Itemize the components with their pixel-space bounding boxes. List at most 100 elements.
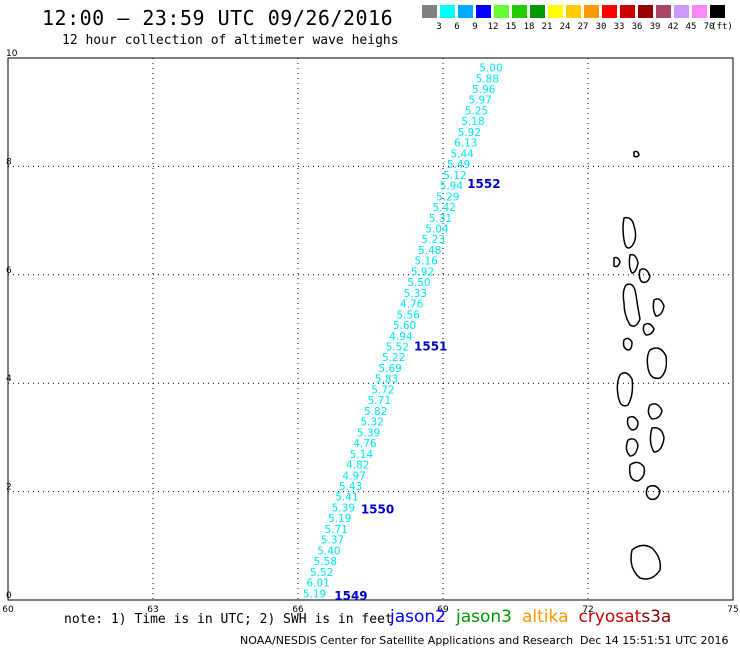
pass-time-label: 1552 bbox=[467, 177, 500, 191]
swh-value-label: 5.29 bbox=[436, 191, 459, 203]
swh-value-label: 5.37 bbox=[321, 535, 344, 547]
legend-swatch bbox=[691, 4, 708, 19]
swh-value-label: 5.44 bbox=[450, 148, 474, 160]
swh-value-label: 5.04 bbox=[425, 223, 449, 235]
color-legend-labels: 3 6 9 12 15 18 21 24 27 30 33 36 39 42 45 70 (ft) bbox=[421, 22, 740, 34]
swh-value-label: 5.69 bbox=[378, 363, 401, 375]
swh-value-label: 5.31 bbox=[429, 213, 452, 225]
y-tick-label: 4 bbox=[6, 374, 12, 384]
swh-value-label: 4.97 bbox=[342, 470, 365, 482]
legend-swatch bbox=[457, 4, 474, 19]
legend-swatch bbox=[619, 4, 636, 19]
swh-value-label: 5.19 bbox=[328, 513, 351, 525]
timestamp-text: Dec 14 15:51:51 UTC 2016 bbox=[580, 634, 729, 647]
swh-value-label: 4.76 bbox=[353, 438, 377, 450]
swh-value-label: 5.00 bbox=[479, 63, 502, 75]
map-title: 12:00 – 23:59 UTC 09/26/2016 bbox=[42, 6, 394, 30]
y-tick-label: 8 bbox=[6, 157, 12, 167]
x-tick-label: 66 bbox=[292, 605, 304, 615]
y-tick-label: 2 bbox=[6, 483, 12, 493]
legend-swatch bbox=[475, 4, 492, 19]
legend-label: 30 bbox=[595, 22, 607, 32]
legend-label: 36 bbox=[631, 22, 643, 32]
swh-value-label: 5.33 bbox=[404, 288, 427, 300]
swh-value-label: 5.92 bbox=[411, 266, 434, 278]
swh-value-label: 5.50 bbox=[407, 277, 430, 289]
legend-label: 18 bbox=[523, 22, 535, 32]
swh-value-label: 5.82 bbox=[364, 406, 387, 418]
island-outline bbox=[613, 256, 621, 268]
y-tick-label: 0 bbox=[6, 591, 12, 601]
swh-value-label: 5.94 bbox=[440, 181, 464, 193]
satellite-legend: jason2 jason3 altika cryosats3a bbox=[390, 607, 681, 627]
island-outline bbox=[630, 544, 662, 580]
x-tick-label: 63 bbox=[147, 605, 158, 615]
swh-value-label: 5.43 bbox=[339, 481, 362, 493]
swh-value-label: 5.71 bbox=[324, 524, 347, 536]
legend-swatch bbox=[637, 4, 654, 19]
swh-value-label: 5.83 bbox=[375, 374, 398, 386]
swh-value-label: 5.52 bbox=[310, 567, 333, 579]
swh-value-label: 6.13 bbox=[454, 138, 477, 150]
map-frame bbox=[7, 57, 734, 601]
satellite-jason3: jason3 bbox=[456, 607, 512, 627]
swh-value-label: 5.39 bbox=[332, 502, 355, 514]
swh-value-label: 5.42 bbox=[432, 202, 455, 214]
swh-value-label: 5.60 bbox=[393, 320, 416, 332]
legend-unit: (ft) bbox=[711, 22, 733, 32]
legend-swatch bbox=[673, 4, 690, 19]
legend-label: 70 bbox=[703, 22, 715, 32]
legend-label: 45 bbox=[685, 22, 697, 32]
swh-value-label: 5.72 bbox=[371, 384, 394, 396]
swh-value-label: 5.58 bbox=[314, 556, 337, 568]
satellite-cryosat: cryosat bbox=[578, 607, 642, 627]
x-tick-label: 75 bbox=[727, 605, 738, 615]
legend-swatch bbox=[439, 4, 456, 19]
legend-swatch bbox=[547, 4, 564, 19]
swh-value-label: 5.19 bbox=[303, 588, 326, 600]
island-outline bbox=[645, 484, 661, 501]
legend-swatch bbox=[709, 4, 726, 19]
island-outline bbox=[625, 438, 639, 457]
legend-label: 33 bbox=[613, 22, 625, 32]
legend-swatch bbox=[421, 4, 438, 19]
swh-value-label: 6.01 bbox=[306, 578, 329, 590]
satellite-altika: altika bbox=[522, 607, 569, 627]
swh-value-label: 4.82 bbox=[346, 460, 369, 472]
legend-swatch bbox=[511, 4, 528, 19]
island-outline bbox=[622, 337, 633, 351]
swh-value-label: 5.16 bbox=[414, 256, 438, 268]
legend-label: 15 bbox=[505, 22, 517, 32]
island-outline bbox=[622, 216, 637, 249]
island-outline bbox=[616, 372, 634, 407]
swh-value-label: 5.23 bbox=[422, 234, 445, 246]
legend-swatch bbox=[565, 4, 582, 19]
swh-value-label: 5.48 bbox=[418, 245, 441, 257]
x-tick-label: 69 bbox=[437, 605, 449, 615]
pass-time-label: 1549 bbox=[334, 589, 367, 603]
swh-value-label: 5.41 bbox=[335, 492, 358, 504]
island-outline bbox=[652, 298, 665, 317]
island-outline bbox=[646, 347, 668, 380]
legend-swatch bbox=[493, 4, 510, 19]
x-tick-label: 60 bbox=[2, 605, 14, 615]
swh-value-label: 5.56 bbox=[396, 309, 420, 321]
swh-value-label: 5.49 bbox=[447, 159, 470, 171]
swh-value-label: 5.39 bbox=[357, 427, 380, 439]
pass-time-label: 1550 bbox=[361, 502, 394, 516]
map-subtitle: 12 hour collection of altimeter wave hei… bbox=[62, 33, 399, 48]
island-outline bbox=[647, 403, 663, 420]
legend-label: 6 bbox=[454, 22, 460, 32]
swh-value-label: 5.97 bbox=[468, 95, 491, 107]
legend-label: 21 bbox=[541, 22, 553, 32]
swh-value-label: 4.76 bbox=[400, 299, 424, 311]
island-outline bbox=[642, 322, 655, 336]
note-text: note: 1) Time is in UTC; 2) SWH is in fe… bbox=[64, 612, 393, 627]
legend-label: 27 bbox=[577, 22, 589, 32]
credit-text: NOAA/NESDIS Center for Satellite Applica… bbox=[240, 634, 574, 647]
legend-label: 12 bbox=[487, 22, 499, 32]
legend-swatch bbox=[529, 4, 546, 19]
island-outline bbox=[622, 283, 641, 327]
satellite-s3a: s3a bbox=[641, 607, 672, 627]
